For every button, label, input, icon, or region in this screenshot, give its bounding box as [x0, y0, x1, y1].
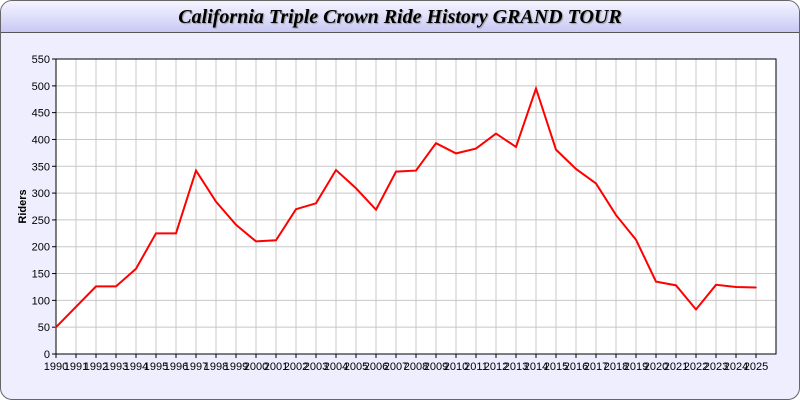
data-point [235, 223, 237, 226]
x-tick-label: 2014 [524, 361, 548, 373]
x-tick-label: 2008 [404, 361, 428, 373]
x-tick-label: 2006 [364, 361, 388, 373]
data-point [115, 285, 117, 288]
x-tick-label: 2009 [424, 361, 448, 373]
data-point [635, 238, 637, 241]
x-tick-label: 2024 [724, 361, 748, 373]
data-point [95, 285, 97, 288]
plot-border [55, 58, 777, 355]
y-tick-label: 450 [32, 108, 50, 120]
x-tick-label: 2016 [564, 361, 588, 373]
x-tick-label: 1993 [104, 361, 128, 373]
data-point [295, 208, 297, 210]
data-point [575, 168, 577, 170]
data-point [375, 208, 377, 211]
data-point [735, 286, 737, 288]
series-line [55, 85, 757, 328]
x-tick-label: 2023 [704, 361, 728, 373]
x-tick-label: 2012 [484, 361, 508, 373]
x-tick-label: 2013 [504, 361, 528, 373]
data-point [355, 187, 357, 190]
data-point [655, 280, 657, 283]
y-tick-label: 100 [32, 295, 50, 307]
y-axis-label: Riders [17, 189, 29, 223]
y-tick-label: 150 [32, 269, 50, 281]
data-point [715, 284, 717, 286]
data-point [755, 286, 757, 289]
x-tick-label: 1998 [204, 361, 228, 373]
data-point [535, 87, 537, 90]
x-tick-label: 2004 [324, 361, 348, 373]
y-tick-label: 400 [32, 134, 50, 146]
data-point [595, 182, 597, 185]
x-tick-label: 2019 [624, 361, 648, 373]
y-tick-label: 350 [32, 161, 50, 173]
x-tick-label: 1991 [64, 361, 88, 373]
data-point [315, 202, 317, 205]
data-point [435, 142, 437, 145]
x-tick-label: 1995 [144, 361, 168, 373]
data-point [475, 147, 477, 150]
x-tick-label: 2015 [544, 361, 568, 373]
data-point [395, 170, 397, 173]
x-tick-label: 2005 [344, 361, 368, 373]
y-tick-label: 500 [32, 81, 50, 93]
chart-title: California Triple Crown Ride History GRA… [178, 6, 622, 28]
data-point [255, 240, 257, 243]
data-point [495, 132, 497, 135]
data-point [615, 214, 617, 216]
x-tick-label: 2011 [464, 361, 488, 373]
data-point [335, 169, 337, 171]
data-point [195, 169, 197, 172]
x-tick-label: 1997 [184, 361, 208, 373]
data-point [55, 326, 57, 328]
data-point [675, 284, 677, 287]
y-tick-label: 200 [32, 242, 50, 254]
data-point [155, 232, 157, 235]
x-tick-label: 1994 [124, 361, 148, 373]
x-tick-label: 1992 [84, 361, 108, 373]
data-point [215, 200, 217, 203]
data-point [135, 267, 137, 270]
title-bar: California Triple Crown Ride History GRA… [1, 1, 799, 33]
x-tick-label: 1990 [44, 361, 68, 373]
x-tick-label: 2002 [284, 361, 308, 373]
data-point [415, 169, 417, 172]
y-tick-label: 50 [38, 322, 50, 334]
data-point [695, 308, 697, 311]
y-tick-label: 550 [32, 54, 50, 66]
x-tick-label: 2007 [384, 361, 408, 373]
data-point [175, 232, 177, 235]
data-point [555, 148, 557, 151]
x-tick-label: 2001 [264, 361, 288, 373]
x-tick-label: 2021 [664, 361, 688, 373]
x-tick-label: 2020 [644, 361, 668, 373]
x-tick-label: 1996 [164, 361, 188, 373]
x-tick-label: 2022 [684, 361, 708, 373]
x-tick-label: 1999 [224, 361, 248, 373]
x-tick-label: 2017 [584, 361, 608, 373]
y-tick-label: 250 [32, 215, 50, 227]
x-tick-label: 2003 [304, 361, 328, 373]
data-point [75, 306, 77, 308]
data-point [455, 152, 457, 155]
y-tick-label: 300 [32, 188, 50, 200]
data-point [515, 146, 517, 148]
data-point [275, 239, 277, 242]
x-tick-label: 2000 [244, 361, 268, 373]
x-tick-label: 2010 [444, 361, 468, 373]
x-tick-label: 2018 [604, 361, 628, 373]
y-tick-label: 0 [44, 349, 50, 361]
x-tick-label: 2025 [744, 361, 768, 373]
